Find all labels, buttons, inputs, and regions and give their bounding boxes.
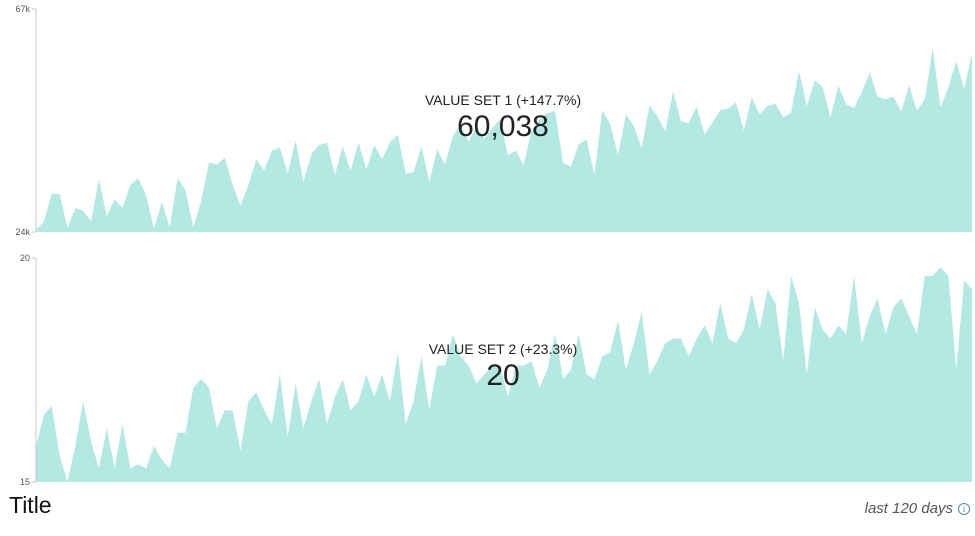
y-tick-label-min: 24k bbox=[15, 227, 30, 237]
series-value-1: 60,038 bbox=[457, 110, 549, 143]
y-tick-label-max: 67k bbox=[15, 4, 30, 14]
panel-2: 20 15 VALUE SET 2 (+23.3%) 20 bbox=[20, 253, 972, 487]
series-area-1 bbox=[36, 48, 972, 232]
series-label-1: VALUE SET 1 (+147.7%) bbox=[425, 92, 581, 108]
panel-1: 67k 24k VALUE SET 1 (+147.7%) 60,038 bbox=[15, 4, 972, 237]
series-value-2: 20 bbox=[486, 359, 519, 392]
series-area-2 bbox=[36, 266, 972, 482]
series-label-2: VALUE SET 2 (+23.3%) bbox=[429, 341, 578, 357]
chart-title: Title bbox=[9, 492, 52, 518]
y-tick-label-min: 15 bbox=[20, 477, 30, 487]
period-label: last 120 days bbox=[864, 500, 953, 517]
y-tick-label-max: 20 bbox=[20, 253, 30, 263]
info-icon[interactable]: i bbox=[958, 503, 970, 515]
